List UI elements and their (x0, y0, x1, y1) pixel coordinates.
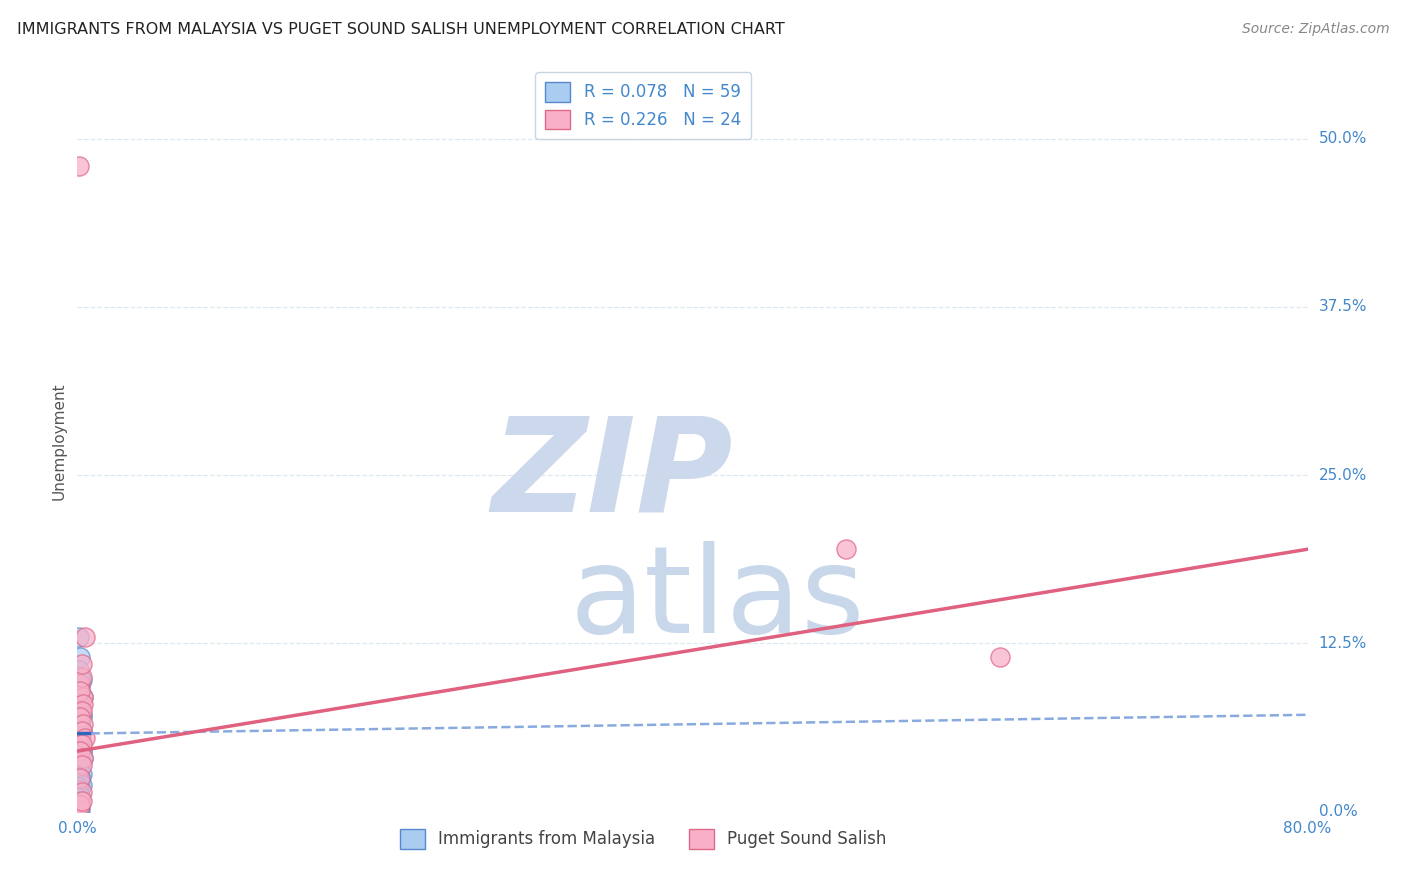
Point (67, 159, 90, 173)
Point (72, 690, 94, 705)
Point (72, 751, 94, 765)
Point (69, 718, 91, 732)
Point (67, 772, 90, 787)
Point (69, 726, 91, 740)
Point (70, 743, 93, 757)
Point (67, 754, 90, 768)
Point (67, 683, 90, 698)
Point (70, 778, 93, 792)
Point (69, 744, 91, 758)
Point (70, 723, 93, 738)
Point (69, 762, 91, 776)
Point (69, 683, 91, 698)
Point (69, 799, 91, 814)
Point (70, 784, 93, 798)
Point (69, 649, 91, 664)
Point (67, 780, 90, 795)
Point (69, 699, 91, 714)
Point (72, 697, 94, 711)
Text: 0.0%: 0.0% (1319, 805, 1357, 819)
Point (67, 748, 90, 763)
Point (835, 542, 858, 557)
Point (69, 756, 91, 771)
Point (67, 702, 90, 716)
Point (67, 723, 90, 738)
Point (69, 731, 91, 745)
Point (70, 673, 93, 687)
Point (67, 803, 90, 817)
Point (67, 740, 90, 755)
Point (73, 630, 96, 644)
Text: atlas: atlas (569, 541, 865, 658)
Y-axis label: Unemployment: Unemployment (51, 383, 66, 500)
Point (67, 759, 90, 773)
Point (73, 731, 96, 745)
Point (69, 677, 91, 691)
Point (69, 713, 91, 727)
Point (69, 746, 91, 760)
Text: 50.0%: 50.0% (1319, 131, 1367, 146)
Point (67, 786, 90, 800)
Point (67, 791, 90, 805)
Point (67, 729, 90, 743)
Point (69, 770, 91, 784)
Text: 25.0%: 25.0% (1319, 467, 1367, 483)
Point (67, 715, 90, 730)
Point (67, 797, 90, 811)
Point (69, 670, 91, 684)
Point (69, 681, 91, 695)
Point (72, 690, 94, 705)
Point (69, 751, 91, 765)
Point (69, 794, 91, 808)
Point (69, 789, 91, 803)
Point (67, 764, 90, 779)
Point (70, 670, 93, 684)
Point (69, 771, 91, 785)
Point (67, 710, 90, 724)
Point (67, 664, 90, 678)
Point (70, 723, 93, 738)
Point (67, 797, 90, 812)
Point (70, 794, 93, 808)
Point (72, 751, 94, 765)
Point (988, 649, 1011, 664)
Text: IMMIGRANTS FROM MALAYSIA VS PUGET SOUND SALISH UNEMPLOYMENT CORRELATION CHART: IMMIGRANTS FROM MALAYSIA VS PUGET SOUND … (17, 22, 785, 37)
Point (69, 717, 91, 731)
Point (67, 735, 90, 749)
Point (69, 705, 91, 719)
Point (72, 717, 94, 731)
Point (67, 686, 90, 700)
Point (69, 803, 91, 817)
Text: Source: ZipAtlas.com: Source: ZipAtlas.com (1241, 22, 1389, 37)
Point (69, 775, 91, 789)
Point (67, 697, 90, 711)
Point (70, 767, 93, 781)
Point (70, 757, 93, 772)
Point (67, 630, 90, 644)
Point (69, 797, 91, 812)
Point (70, 710, 93, 724)
Point (69, 783, 91, 797)
Point (69, 738, 91, 752)
Text: ZIP: ZIP (492, 412, 734, 539)
Point (70, 738, 93, 752)
Point (67, 721, 90, 735)
Legend: Immigrants from Malaysia, Puget Sound Salish: Immigrants from Malaysia, Puget Sound Sa… (394, 822, 893, 855)
Point (70, 744, 93, 758)
Text: 12.5%: 12.5% (1319, 636, 1367, 651)
Point (70, 707, 93, 722)
Point (69, 710, 91, 724)
Point (69, 732, 91, 747)
Point (67, 802, 90, 816)
Text: 37.5%: 37.5% (1319, 300, 1367, 314)
Point (70, 657, 93, 671)
Point (67, 738, 90, 752)
Point (70, 704, 93, 718)
Point (69, 694, 91, 708)
